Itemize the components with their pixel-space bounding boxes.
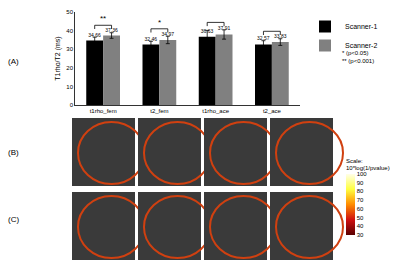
svg-text:32.57: 32.57 <box>257 35 270 41</box>
svg-text:Scanner-1: Scanner-1 <box>345 23 377 30</box>
svg-text:34.97: 34.97 <box>161 31 174 37</box>
svg-text:**: ** <box>100 14 106 23</box>
svg-text:33.83: 33.83 <box>274 33 287 39</box>
svg-text:40: 40 <box>66 28 73 34</box>
svg-text:0: 0 <box>70 102 74 108</box>
svg-text:37.91: 37.91 <box>218 25 231 31</box>
svg-text:10: 10 <box>66 84 73 90</box>
svg-text:40: 40 <box>357 223 364 229</box>
svg-text:*: * <box>158 18 161 27</box>
svg-text:50: 50 <box>66 9 73 15</box>
svg-text:100: 100 <box>357 171 368 177</box>
svg-text:32.46: 32.46 <box>145 36 158 42</box>
svg-text:34.66: 34.66 <box>88 32 101 38</box>
svg-text:90: 90 <box>357 180 364 186</box>
svg-text:T1rho/T2 (ms): T1rho/T2 (ms) <box>54 36 62 80</box>
svg-text:80: 80 <box>357 188 364 194</box>
svg-text:50: 50 <box>357 215 364 221</box>
svg-text:(C): (C) <box>8 215 19 224</box>
svg-text:t1rho_fem: t1rho_fem <box>90 108 117 114</box>
svg-text:37.36: 37.36 <box>105 27 118 33</box>
svg-text:t2_ace: t2_ace <box>263 108 282 114</box>
svg-text:(A): (A) <box>8 57 19 66</box>
svg-text:Scale:10*log(1/pvalue): Scale:10*log(1/pvalue) <box>346 158 390 172</box>
svg-text:20: 20 <box>66 65 73 71</box>
svg-text:(B): (B) <box>8 148 19 157</box>
svg-text:30: 30 <box>66 46 73 52</box>
svg-text:* (p<0.05)** (p<0.001): * (p<0.05)** (p<0.001) <box>342 50 374 64</box>
svg-text:36.63: 36.63 <box>201 28 214 34</box>
svg-text:70: 70 <box>357 197 364 203</box>
svg-text:30: 30 <box>357 232 364 238</box>
svg-text:t1rho_ace: t1rho_ace <box>202 108 229 114</box>
svg-text:Scanner-2: Scanner-2 <box>345 42 377 49</box>
svg-text:60: 60 <box>357 206 364 212</box>
svg-text:t2_fem: t2_fem <box>150 108 168 114</box>
